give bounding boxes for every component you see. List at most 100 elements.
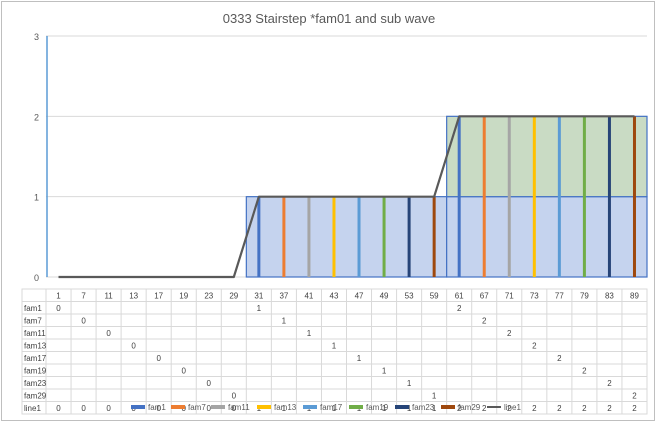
y-axis: 0 1 2 3 bbox=[34, 32, 48, 283]
data-table: 1 7 11 13 17 19 23 29 31 37 41 43 47 49 53 59 61 67 71 73 77… bbox=[21, 288, 648, 415]
chart: 0333 Stairstep *fam01 and sub wave 0123 … bbox=[21, 11, 648, 415]
legend-swatch bbox=[211, 405, 225, 409]
line-series bbox=[58, 115, 635, 279]
legend-label: fam23 bbox=[412, 403, 435, 412]
legend-swatch bbox=[441, 405, 455, 409]
data-label: 2 bbox=[557, 354, 562, 363]
stack-fill-upper bbox=[446, 115, 648, 198]
legend-label: fam1 bbox=[148, 403, 166, 412]
legend-item-fam23: fam23 bbox=[395, 403, 435, 412]
bar-fam1-31 bbox=[257, 196, 261, 277]
bar-fam1-61 bbox=[457, 116, 461, 277]
chart-title: 0333 Stairstep *fam01 and sub wave bbox=[223, 11, 435, 26]
x-tick-label: 41 bbox=[304, 292, 313, 301]
table-row-label: fam1 bbox=[24, 304, 42, 313]
legend-label: fam17 bbox=[320, 403, 343, 412]
legend-item-line1: line1 bbox=[487, 403, 521, 412]
legend-swatch bbox=[171, 405, 185, 409]
data-label: 0 bbox=[156, 404, 161, 413]
data-label: 2 bbox=[507, 404, 512, 413]
data-label: 0 bbox=[207, 404, 212, 413]
table-row-label: fam13 bbox=[24, 342, 47, 351]
x-tick-label: 1 bbox=[56, 292, 61, 301]
data-label: 0 bbox=[207, 379, 212, 388]
legend-label: fam7 bbox=[188, 403, 206, 412]
data-label: 2 bbox=[532, 342, 537, 351]
legend-item-fam7: fam7 bbox=[171, 403, 206, 412]
legend-label: fam29 bbox=[458, 403, 481, 412]
data-label: 1 bbox=[332, 404, 337, 413]
data-label: 1 bbox=[307, 329, 312, 338]
bar-fam13-43 bbox=[332, 196, 336, 277]
y-tick-label: 2 bbox=[34, 112, 39, 122]
data-label: 2 bbox=[582, 367, 587, 376]
data-label: 2 bbox=[507, 329, 512, 338]
x-tick-label: 61 bbox=[455, 292, 464, 301]
data-label: 2 bbox=[632, 404, 637, 413]
x-tick-label: 37 bbox=[279, 292, 288, 301]
legend-swatch bbox=[349, 405, 363, 409]
bar-fam17-77 bbox=[557, 116, 561, 277]
data-label: 2 bbox=[632, 392, 637, 401]
x-tick-label: 43 bbox=[330, 292, 339, 301]
legend-swatch bbox=[131, 405, 145, 409]
x-tick-label: 59 bbox=[430, 292, 439, 301]
data-label: 2 bbox=[557, 404, 562, 413]
data-label: 1 bbox=[382, 367, 387, 376]
x-tick-label: 49 bbox=[380, 292, 389, 301]
x-tick-label: 79 bbox=[580, 292, 589, 301]
legend-swatch bbox=[257, 405, 271, 409]
data-label: 0 bbox=[81, 404, 86, 413]
bar-fam23-53 bbox=[407, 196, 411, 277]
legend-label: fam13 bbox=[274, 403, 297, 412]
data-label: 2 bbox=[457, 304, 462, 313]
data-label: 2 bbox=[607, 404, 612, 413]
data-label: 1 bbox=[432, 404, 437, 413]
stack-fill-lower bbox=[446, 196, 648, 278]
bar-fam19-79 bbox=[582, 116, 586, 277]
legend-swatch bbox=[303, 405, 317, 409]
legend-item-fam13: fam13 bbox=[257, 403, 297, 412]
bar-fam29-89 bbox=[632, 116, 636, 277]
data-label: 2 bbox=[482, 404, 487, 413]
data-label: 1 bbox=[282, 404, 287, 413]
x-tick-label: 31 bbox=[254, 292, 263, 301]
table-row-label: fam23 bbox=[24, 379, 47, 388]
legend-item-fam11: fam11 bbox=[211, 403, 250, 412]
x-tick-label: 19 bbox=[179, 292, 188, 301]
bar-fam23-83 bbox=[607, 116, 611, 277]
legend-item-fam19: fam19 bbox=[349, 403, 389, 412]
bar-fam11-41 bbox=[307, 196, 311, 277]
x-tick-label: 53 bbox=[405, 292, 414, 301]
x-tick-label: 29 bbox=[229, 292, 238, 301]
stack-fills bbox=[245, 115, 648, 278]
data-label: 0 bbox=[81, 317, 86, 326]
y-tick-label: 3 bbox=[34, 32, 39, 42]
bar-fam13-73 bbox=[532, 116, 536, 277]
bar-fam19-49 bbox=[382, 196, 386, 277]
bar-fam29-59 bbox=[432, 196, 436, 277]
data-label: 0 bbox=[106, 404, 111, 413]
x-tick-label: 7 bbox=[81, 292, 86, 301]
legend-item-fam17: fam17 bbox=[303, 403, 343, 412]
table-row-label: line1 bbox=[24, 404, 41, 413]
data-label: 1 bbox=[407, 379, 412, 388]
x-tick-label: 83 bbox=[605, 292, 614, 301]
table-row-label: fam11 bbox=[24, 329, 46, 338]
bar-fam7-37 bbox=[282, 196, 286, 277]
x-tick-label: 77 bbox=[555, 292, 564, 301]
data-label: 2 bbox=[607, 379, 612, 388]
y-tick-label: 1 bbox=[34, 193, 39, 203]
data-label: 1 bbox=[432, 392, 437, 401]
table-row-label: fam29 bbox=[24, 392, 47, 401]
data-label: 1 bbox=[357, 354, 362, 363]
line-line1 bbox=[58, 115, 635, 279]
legend-item-fam29: fam29 bbox=[441, 403, 481, 412]
data-label: 2 bbox=[482, 317, 487, 326]
data-label: 2 bbox=[457, 404, 462, 413]
data-label: 0 bbox=[232, 404, 237, 413]
legend-label: fam19 bbox=[366, 403, 389, 412]
x-tick-label: 89 bbox=[630, 292, 639, 301]
bar-fam17-47 bbox=[357, 196, 361, 277]
